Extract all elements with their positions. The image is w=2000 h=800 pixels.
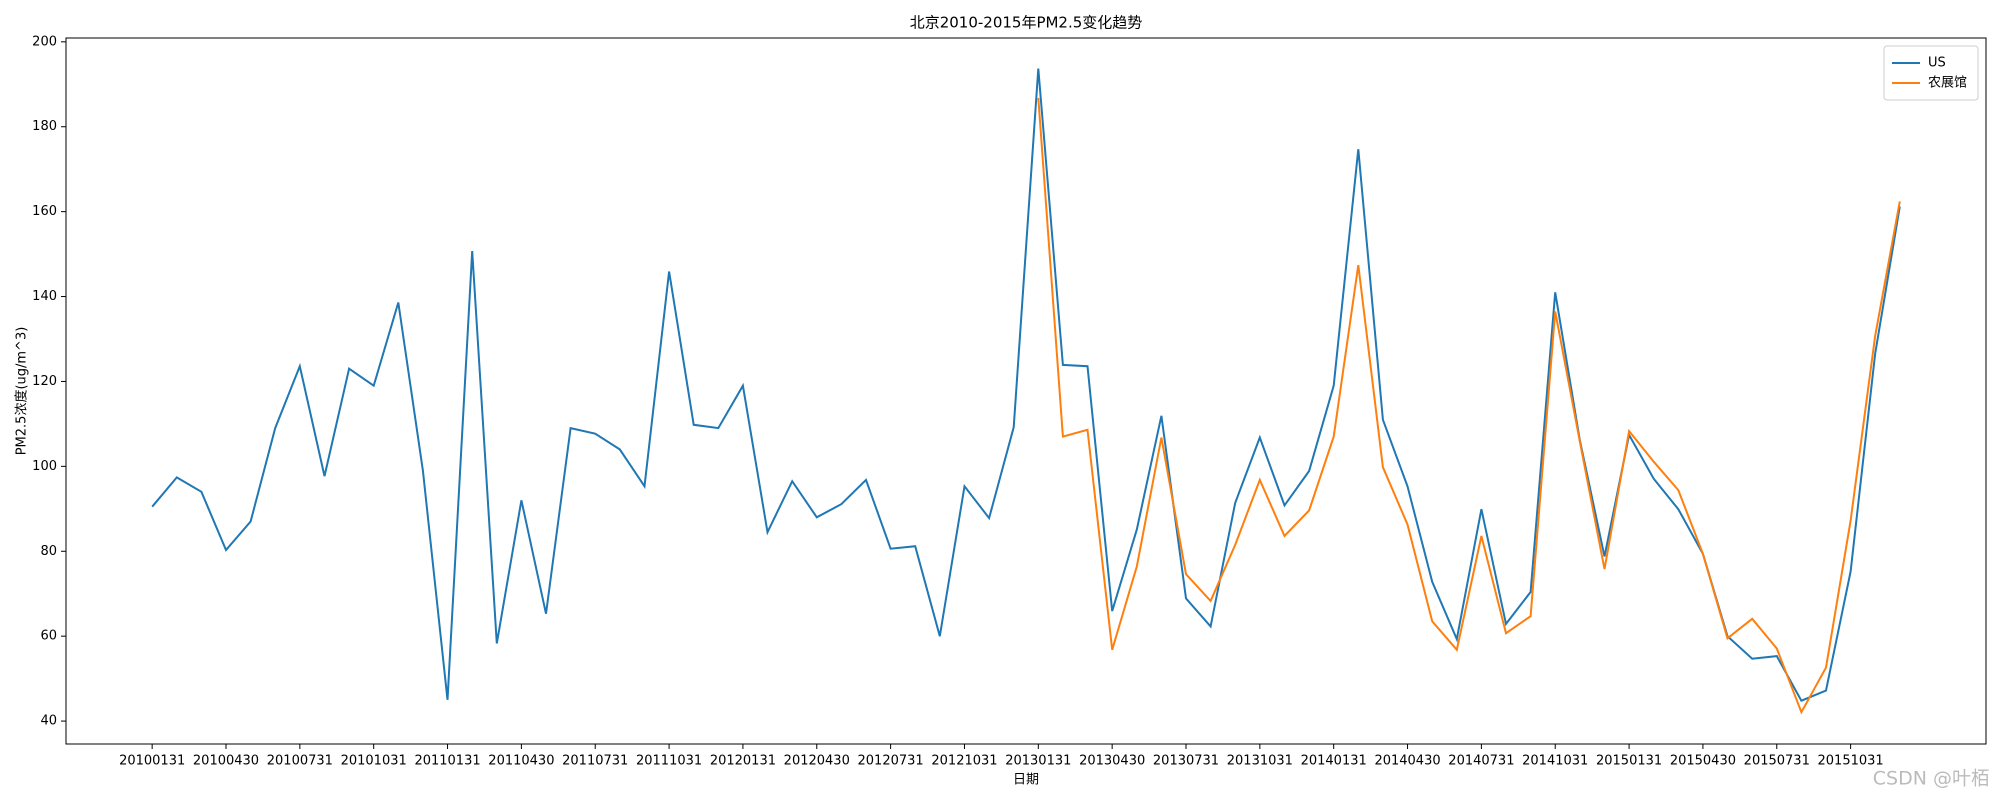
x-tick-label: 20150131: [1596, 754, 1662, 769]
x-axis-label: 日期: [1013, 773, 1039, 788]
x-tick-label: 20120731: [858, 754, 924, 769]
x-tick-label: 20120131: [710, 754, 776, 769]
x-tick-label: 20131031: [1227, 754, 1293, 769]
x-tick-label: 20120430: [784, 754, 850, 769]
x-tick-label: 20130131: [1005, 754, 1071, 769]
x-tick-label: 20150731: [1744, 754, 1810, 769]
x-tick-label: 20151031: [1818, 754, 1884, 769]
x-tick-label: 20140731: [1448, 754, 1514, 769]
x-tick-label: 20130731: [1153, 754, 1219, 769]
y-tick-label: 140: [32, 289, 57, 304]
y-tick-label: 100: [32, 459, 57, 474]
y-tick-label: 180: [32, 119, 57, 134]
y-axis-label: PM2.5浓度(ug/m^3): [14, 327, 30, 456]
x-tick-label: 20100131: [119, 754, 185, 769]
y-tick-label: 60: [40, 629, 57, 644]
x-tick-label: 20110731: [562, 754, 628, 769]
x-tick-label: 20140430: [1374, 754, 1440, 769]
x-tick-label: 20130430: [1079, 754, 1145, 769]
x-tick-label: 20110430: [488, 754, 554, 769]
y-tick-label: 80: [40, 544, 57, 559]
x-tick-label: 20150430: [1670, 754, 1736, 769]
legend-label: US: [1928, 56, 1946, 71]
x-tick-label: 20121031: [931, 754, 997, 769]
legend-box: [1883, 45, 1979, 101]
x-tick-label: 20140131: [1301, 754, 1367, 769]
x-tick-label: 20100430: [193, 754, 259, 769]
y-tick-label: 160: [32, 204, 57, 219]
y-tick-label: 40: [40, 714, 57, 729]
y-tick-label: 120: [32, 374, 57, 389]
series-line: [1037, 97, 1901, 715]
series-line: [151, 68, 1901, 702]
watermark: CSDN @叶栢: [1873, 768, 1990, 790]
x-tick-label: 20100731: [267, 754, 333, 769]
legend-label: 农展馆: [1928, 76, 1967, 91]
x-tick-label: 20101031: [341, 754, 407, 769]
y-tick-label: 200: [32, 34, 57, 49]
x-tick-label: 20111031: [636, 754, 702, 769]
x-tick-label: 20141031: [1522, 754, 1588, 769]
chart-title: 北京2010-2015年PM2.5变化趋势: [910, 14, 1143, 32]
plot-frame: [65, 37, 1987, 745]
x-tick-label: 20110131: [414, 754, 480, 769]
